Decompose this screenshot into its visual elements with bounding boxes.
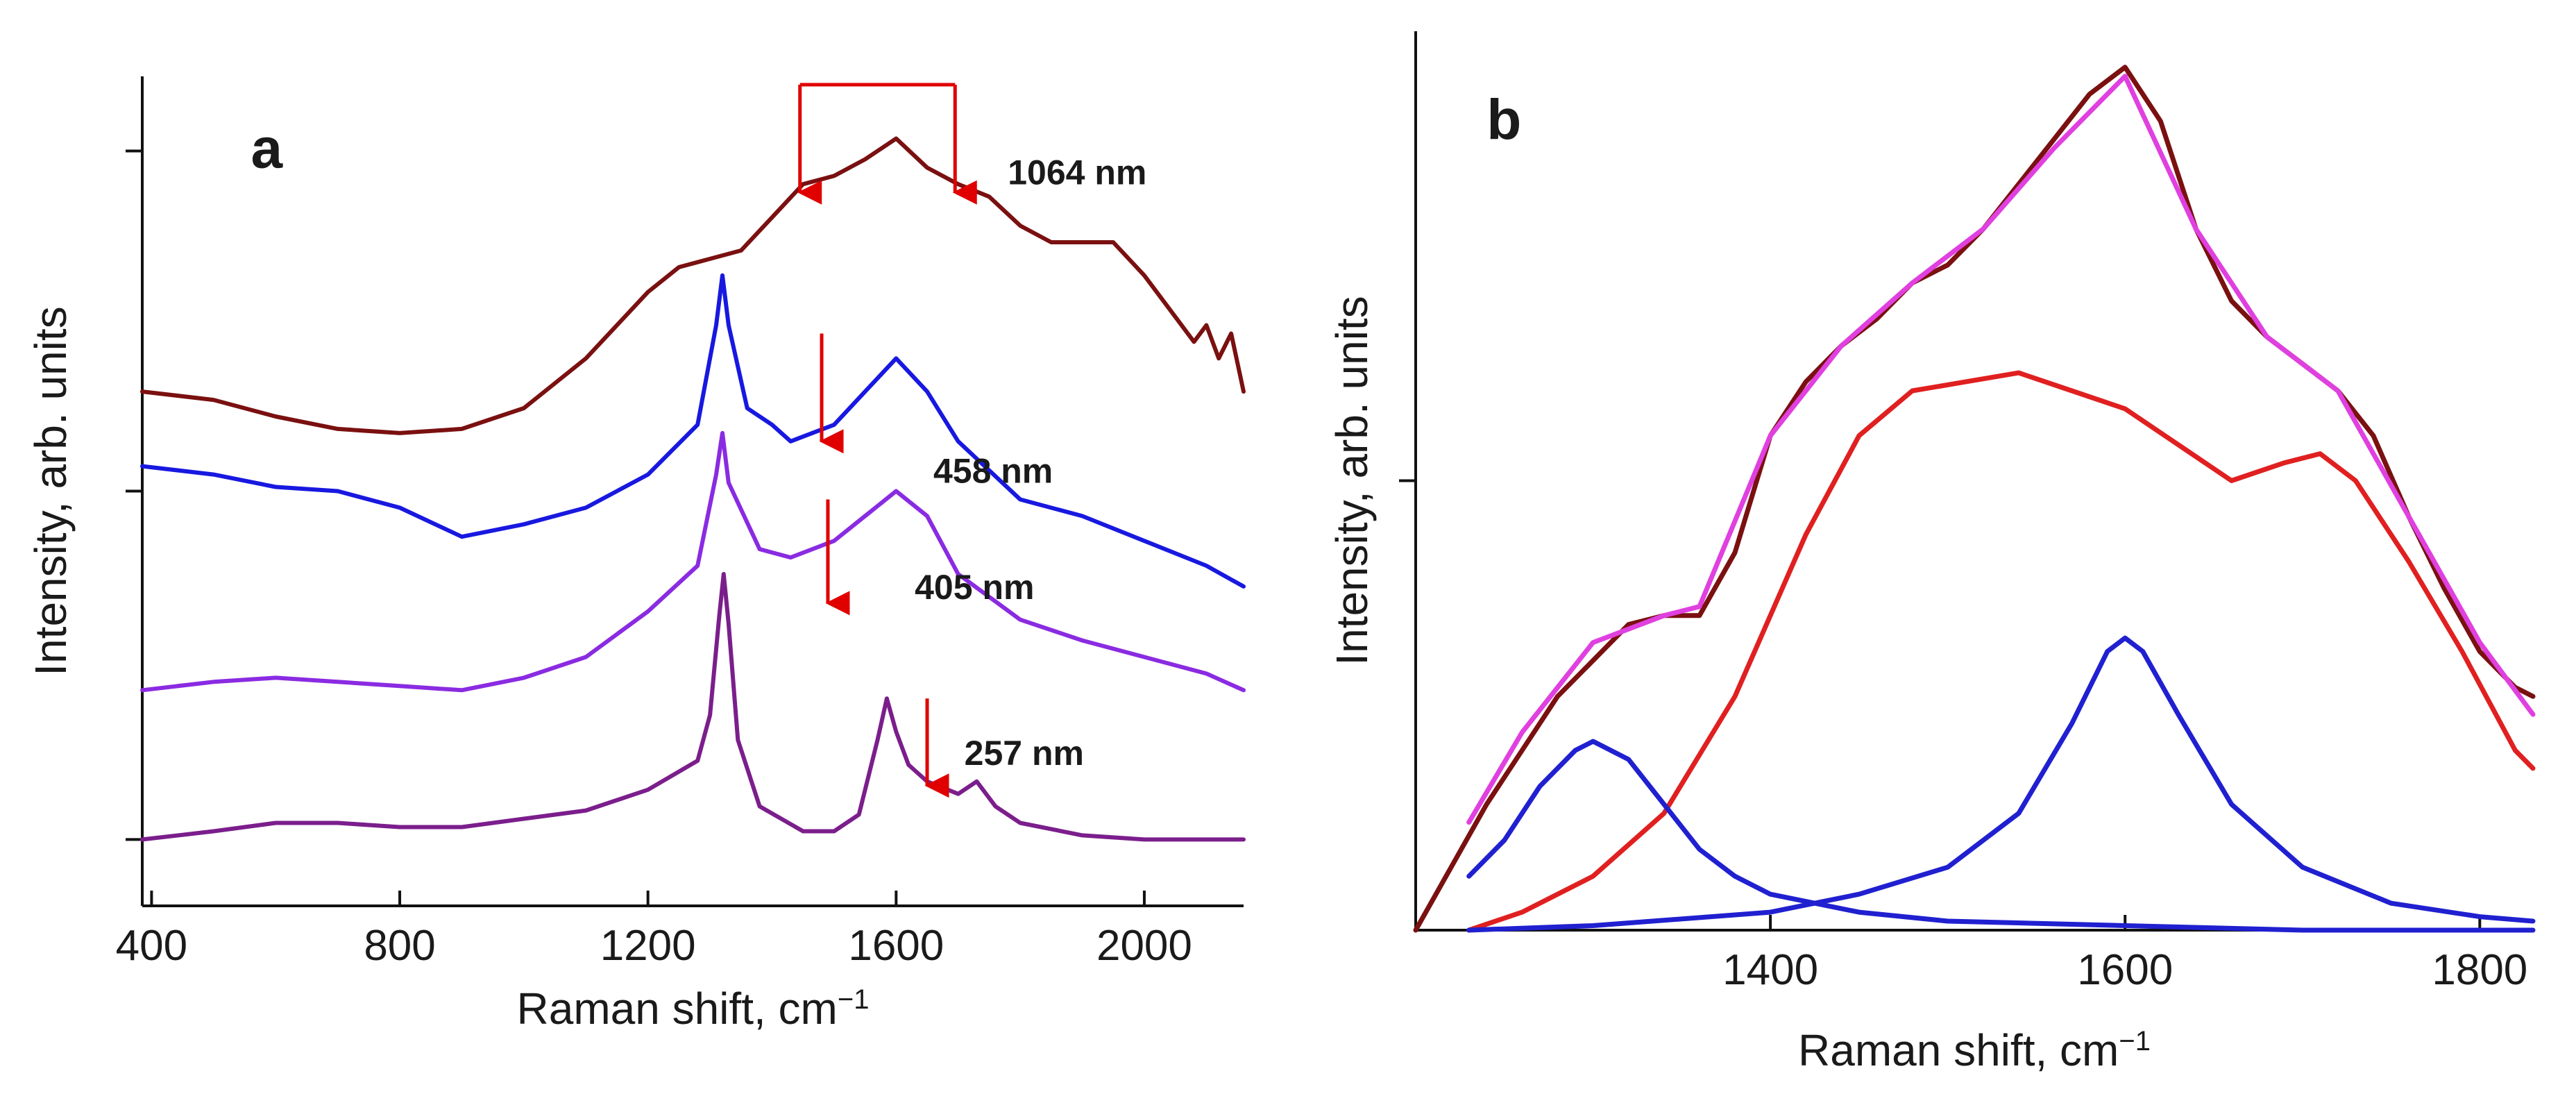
panel-b-y-axis-title: Intensity, arb. units xyxy=(1327,296,1377,665)
series-label: 458 nm xyxy=(933,452,1053,491)
series-line-405-nm xyxy=(140,430,1246,693)
panel-a-series-labels: 1064 nm 458 nm 405 nm 257 nm xyxy=(915,153,1146,773)
panel-a-annotations xyxy=(797,83,977,798)
series-label: 405 nm xyxy=(915,568,1034,607)
series-line-1064-nm xyxy=(140,136,1246,435)
panel-b-letter: b xyxy=(1486,88,1521,151)
panel-b-x-axis-title: Raman shift, cm−1 xyxy=(1798,1025,2151,1075)
x-tick-label: 2000 xyxy=(1096,922,1192,970)
panel-b-x-ticks: 1400 1600 1800 xyxy=(1722,915,2527,994)
panel-a-series xyxy=(140,136,1246,842)
series-label: 257 nm xyxy=(965,734,1084,773)
panel-a-y-axis-title: Intensity, arb. units xyxy=(26,306,76,675)
panel-b-series xyxy=(1413,65,2536,933)
series-line-d-band-fit xyxy=(1466,739,2536,933)
chart-panel-a: 400 800 1200 1600 2000 1064 nm 458 nm 405 nm 25… xyxy=(26,76,1246,1034)
x-tick-label: 1600 xyxy=(848,922,944,970)
x-tick-label: 1200 xyxy=(600,922,696,970)
x-tick-label: 800 xyxy=(364,922,435,970)
x-tick-label: 1400 xyxy=(1722,946,1818,994)
series-label: 1064 nm xyxy=(1008,153,1146,192)
panel-a-x-axis-title: Raman shift, cm−1 xyxy=(517,984,870,1034)
panel-a-x-ticks: 400 800 1200 1600 2000 xyxy=(116,891,1192,970)
series-line-fit-sum xyxy=(1466,74,2536,825)
series-line-458-nm xyxy=(140,273,1246,589)
series-line-g-band-fit xyxy=(1466,370,2536,933)
chart-panel-b: 1400 1600 1800 Raman shift, cm−1 Intensity… xyxy=(1327,31,2536,1075)
series-line-257-nm xyxy=(140,572,1246,842)
x-tick-label: 1600 xyxy=(2077,946,2173,994)
series-line-g-peak-fit xyxy=(1466,635,2536,933)
panel-a-y-ticks xyxy=(126,149,142,841)
x-tick-label: 400 xyxy=(116,922,187,970)
panel-a-letter: a xyxy=(251,117,283,180)
x-tick-label: 1800 xyxy=(2432,946,2527,994)
